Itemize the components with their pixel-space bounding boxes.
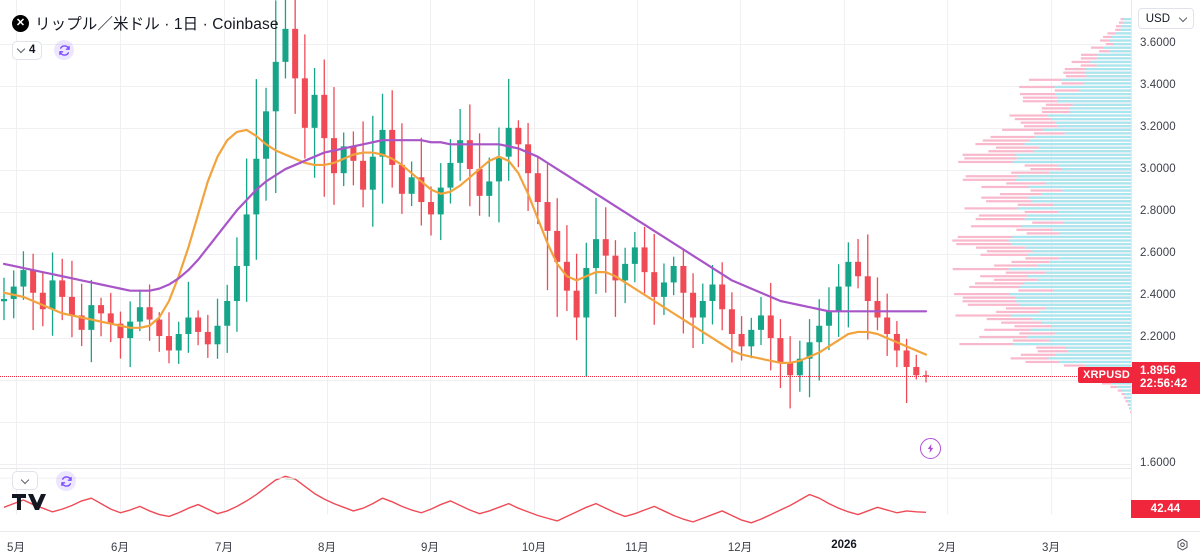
time-axis-label: 5月: [7, 542, 25, 554]
symbol-tag: XRPUSD: [1078, 367, 1136, 384]
price-axis-label: 3.4000: [1140, 79, 1176, 91]
pane-separator: [0, 468, 1131, 469]
time-axis-label: 3月: [1042, 542, 1060, 554]
rsi-value-badge: 42.44: [1131, 500, 1200, 518]
time-axis-label: 12月: [727, 542, 753, 554]
lightning-bolt-icon[interactable]: [920, 438, 941, 459]
countdown-timer: 22:56:42: [1140, 378, 1188, 391]
time-axis-label: 8月: [318, 542, 336, 554]
x-logo-icon: ✕: [12, 14, 29, 32]
pane-collapse-button[interactable]: [12, 471, 38, 490]
rsi-indicator-canvas[interactable]: [0, 469, 1131, 531]
chevron-down-icon: [21, 476, 30, 485]
current-price-line: [0, 376, 1131, 378]
tradingview-logo-icon[interactable]: [12, 492, 48, 512]
gear-icon[interactable]: [1172, 535, 1192, 555]
price-axis-label: 3.2000: [1140, 121, 1176, 133]
chart-title-text: リップル／米ドル · 1日 · Coinbase: [35, 16, 279, 33]
time-axis-label: 2月: [938, 542, 956, 554]
indicator-refresh-sync-icon[interactable]: [56, 471, 76, 491]
legend-row: 4: [12, 40, 75, 60]
time-axis-label: 7月: [215, 542, 233, 554]
currency-label: USD: [1145, 12, 1170, 25]
chart-title[interactable]: ✕ リップル／米ドル · 1日 · Coinbase: [12, 12, 279, 34]
price-axis-label: 3.0000: [1140, 163, 1176, 175]
time-axis-label: 9月: [421, 542, 439, 554]
price-scale[interactable]: USD 3.6000 3.4000 3.2000 3.0000 2.8000 2.6000…: [1131, 0, 1200, 514]
price-axis-label: 2.6000: [1140, 247, 1176, 259]
price-axis-label: 2.2000: [1140, 331, 1176, 343]
currency-selector[interactable]: USD: [1137, 8, 1194, 29]
price-chart-canvas[interactable]: [0, 0, 1131, 468]
time-axis-label: 6月: [111, 542, 129, 554]
price-axis-label: 2.4000: [1140, 289, 1176, 301]
time-axis-label: 10月: [521, 542, 547, 554]
time-axis-label: 11月: [625, 542, 649, 554]
bar-count-value: 4: [29, 43, 36, 56]
price-axis-label: 2.8000: [1140, 205, 1176, 217]
bar-count-button[interactable]: 4: [12, 40, 43, 60]
current-price-badge[interactable]: 1.8956 22:56:42: [1132, 362, 1200, 395]
current-price-value: 1.8956: [1140, 365, 1177, 378]
refresh-sync-icon[interactable]: [54, 40, 75, 60]
time-axis-label: 2026: [831, 539, 857, 551]
chevron-down-icon: [17, 45, 26, 54]
price-axis-label: 1.6000: [1140, 457, 1176, 469]
chevron-down-icon: [1179, 14, 1188, 23]
time-scale[interactable]: 5月 6月 7月 8月 9月 10月 11月 12月 2026 2月 3月: [0, 531, 1200, 559]
price-axis-label: 3.6000: [1140, 37, 1176, 49]
